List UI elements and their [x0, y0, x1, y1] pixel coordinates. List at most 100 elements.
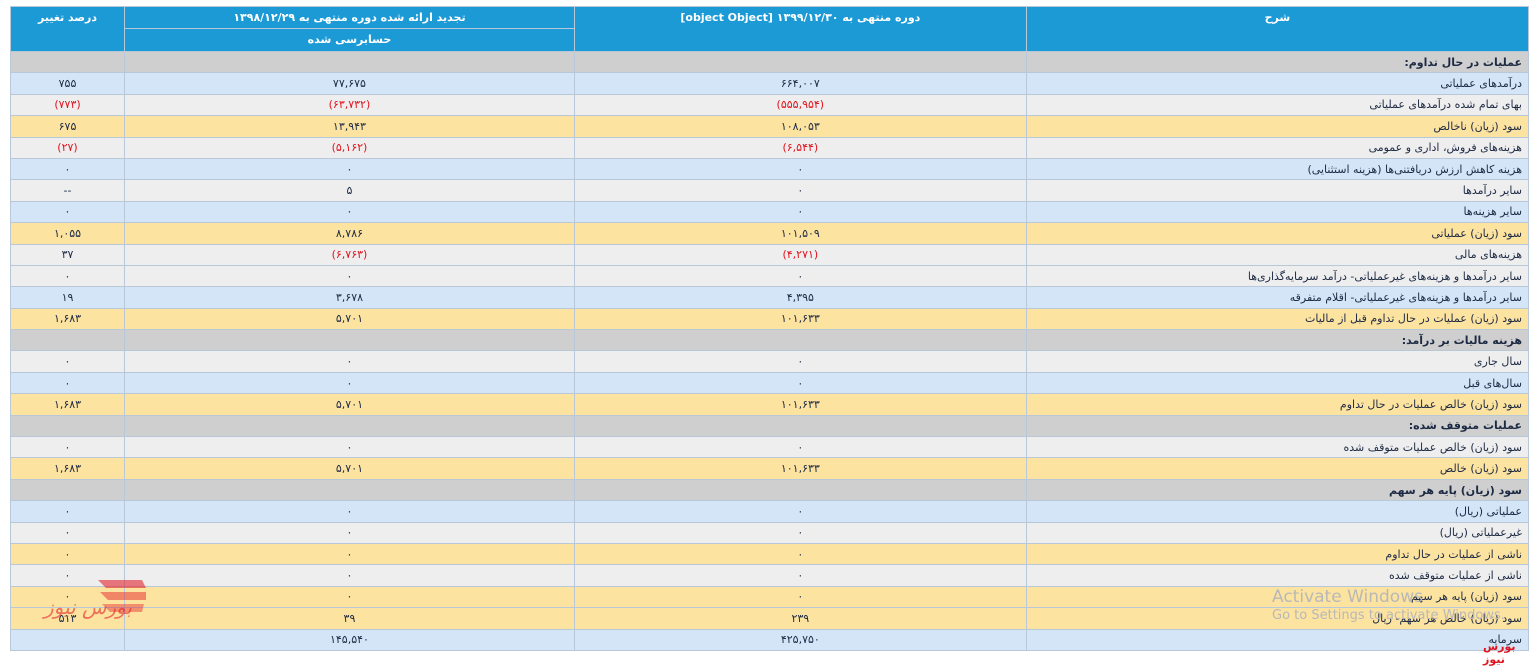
row-label: عملیات متوقف شده:	[1025, 414, 1530, 438]
row-label: سود (زیان) خالص	[1025, 457, 1530, 480]
restated-period-value: ۰	[124, 350, 575, 373]
restated-period-value: ۰	[124, 542, 575, 566]
restated-period-value: ۰	[124, 371, 575, 395]
current-period-value: ۴,۳۹۵	[573, 286, 1027, 309]
pct-change-value: ۱,۶۸۳	[9, 307, 126, 331]
row-label: سال‌های قبل	[1025, 371, 1530, 395]
current-period-value: ۰	[573, 179, 1027, 202]
pct-change-value: --	[9, 179, 126, 202]
pct-change-value: (۲۷)	[9, 136, 126, 159]
table-row: سود (زیان) عملیاتی ۱۰۱,۵۰۹ ۸,۷۸۶ ۱,۰۵۵	[9, 222, 1530, 245]
table-row: سال جاری ۰ ۰ ۰	[9, 350, 1530, 373]
restated-period-value: ۰	[124, 500, 575, 523]
header-restated-period: تجدید ارائه شده دوره منتهی به ۱۳۹۸/۱۲/۲۹	[124, 6, 575, 29]
current-period-value: ۰	[573, 371, 1027, 395]
section-header-row: سود (زیان) پایه هر سهم	[9, 478, 1530, 502]
restated-period-value: ۵,۷۰۱	[124, 457, 575, 480]
table-row: سود (زیان) عملیات در حال تداوم قبل از ما…	[9, 307, 1530, 331]
current-period-value: ۰	[573, 585, 1027, 609]
current-period-value: ۰	[573, 436, 1027, 459]
current-period-value: (۴,۲۷۱)	[573, 243, 1027, 266]
table-row: درآمدهای عملیاتی ۶۶۴,۰۰۷ ۷۷,۶۷۵ ۷۵۵	[9, 72, 1530, 95]
current-period-value: ۰	[573, 264, 1027, 288]
pct-change-value: ۷۵۵	[9, 72, 126, 95]
current-period-value: ۴۲۵,۷۵۰	[573, 628, 1027, 651]
pct-change-value	[9, 329, 126, 352]
table-row: ناشی از عملیات متوقف شده ۰ ۰ ۰	[9, 564, 1530, 587]
pct-change-value	[9, 50, 126, 74]
restated-period-value: ۰	[124, 157, 575, 181]
section-header-row: هزینه مالیات بر درآمد:	[9, 329, 1530, 352]
pct-change-value: ۰	[9, 371, 126, 395]
section-header-row: عملیات متوقف شده:	[9, 414, 1530, 438]
current-period-value: ۲۳۹	[573, 607, 1027, 630]
pct-change-value: ۱,۰۵۵	[9, 222, 126, 245]
row-label: ناشی از عملیات در حال تداوم	[1025, 542, 1530, 566]
row-label: سود (زیان) عملیات در حال تداوم قبل از ما…	[1025, 307, 1530, 331]
table-row: هزینه کاهش ارزش دریافتنی‌ها (هزینه استثن…	[9, 157, 1530, 181]
pct-change-value: ۱,۶۸۳	[9, 457, 126, 480]
header-audit-status: حسابرسی شده	[124, 28, 575, 52]
row-label: هزینه کاهش ارزش دریافتنی‌ها (هزینه استثن…	[1025, 157, 1530, 181]
table-row: سایر درآمدها ۰ ۵ --	[9, 179, 1530, 202]
pct-change-value: ۱,۶۸۳	[9, 393, 126, 416]
current-period-value: ۰	[573, 350, 1027, 373]
row-label: سایر درآمدها و هزینه‌های غیرعملیاتی- درآ…	[1025, 264, 1530, 288]
restated-period-value: ۵,۷۰۱	[124, 393, 575, 416]
restated-period-value: ۰	[124, 585, 575, 609]
restated-period-value: ۳,۶۷۸	[124, 286, 575, 309]
row-label: درآمدهای عملیاتی	[1025, 72, 1530, 95]
table-row: ناشی از عملیات در حال تداوم ۰ ۰ ۰	[9, 542, 1530, 566]
table-row: سود (زیان) خالص عملیات در حال تداوم ۱۰۱,۶…	[9, 393, 1530, 416]
table-row: سود (زیان) خالص ۱۰۱,۶۳۳ ۵,۷۰۱ ۱,۶۸۳	[9, 457, 1530, 480]
table-row: عملیاتی (ریال) ۰ ۰ ۰	[9, 500, 1530, 523]
restated-period-value	[124, 329, 575, 352]
table-row: هزینه‌های فروش، اداری و عمومی (۶,۵۴۴) (۵,۱…	[9, 136, 1530, 159]
restated-period-value	[124, 478, 575, 502]
row-label: سود (زیان) خالص عملیات متوقف شده	[1025, 436, 1530, 459]
restated-period-value	[124, 414, 575, 438]
current-period-value: ۰	[573, 200, 1027, 224]
current-period-value: ۱۰۱,۶۳۳	[573, 393, 1027, 416]
restated-period-value: ۱۴۵,۵۴۰	[124, 628, 575, 651]
income-statement-table: شرح دوره منتهی به ۱۳۹۹/۱۲/۳۰ [object Obj…	[9, 6, 1530, 651]
table-header: شرح دوره منتهی به ۱۳۹۹/۱۲/۳۰ [object Obj…	[9, 6, 1530, 52]
section-header-row: عملیات در حال تداوم:	[9, 50, 1530, 74]
pct-change-value: ۰	[9, 436, 126, 459]
restated-period-value: ۸,۷۸۶	[124, 222, 575, 245]
restated-period-value: (۶۳,۷۳۲)	[124, 93, 575, 117]
table-row: سود (زیان) خالص عملیات متوقف شده ۰ ۰ ۰	[9, 436, 1530, 459]
header-current-period: دوره منتهی به ۱۳۹۹/۱۲/۳۰ [object Object]	[573, 6, 1027, 52]
table-row: سایر درآمدها و هزینه‌های غیرعملیاتی- اقل…	[9, 286, 1530, 309]
table-row: بهای تمام شده درآمدهای عملیاتی (۵۵۵,۹۵۴)(…	[9, 93, 1530, 117]
current-period-value: ۱۰۸,۰۵۳	[573, 115, 1027, 138]
pct-change-value: ۰	[9, 350, 126, 373]
current-period-value: ۶۶۴,۰۰۷	[573, 72, 1027, 95]
pct-change-value: ۰	[9, 564, 126, 587]
restated-period-value: ۰	[124, 564, 575, 587]
row-label: سود (زیان) خالص عملیات در حال تداوم	[1025, 393, 1530, 416]
current-period-value: ۰	[573, 500, 1027, 523]
header-pct-change: درصد تغییر	[9, 6, 126, 52]
row-label: هزینه‌های مالی	[1025, 243, 1530, 266]
table-row: سال‌های قبل ۰ ۰ ۰	[9, 371, 1530, 395]
restated-period-value: ۰	[124, 521, 575, 544]
row-label: سود (زیان) پایه هر سهم	[1025, 478, 1530, 502]
pct-change-value: ۱۹	[9, 286, 126, 309]
row-label: سایر هزینه‌ها	[1025, 200, 1530, 224]
pct-change-value: ۰	[9, 200, 126, 224]
row-label: عملیاتی (ریال)	[1025, 500, 1530, 523]
row-label: سایر درآمدها	[1025, 179, 1530, 202]
row-label: غیرعملیاتی (ریال)	[1025, 521, 1530, 544]
current-period-value: ۱۰۱,۶۳۳	[573, 307, 1027, 331]
table-row: سایر درآمدها و هزینه‌های غیرعملیاتی- درآ…	[9, 264, 1530, 288]
pct-change-value: ۰	[9, 542, 126, 566]
current-period-value	[573, 414, 1027, 438]
restated-period-value: ۷۷,۶۷۵	[124, 72, 575, 95]
restated-period-value: ۵,۷۰۱	[124, 307, 575, 331]
row-label: سال جاری	[1025, 350, 1530, 373]
row-label: بهای تمام شده درآمدهای عملیاتی	[1025, 93, 1530, 117]
current-period-value: (۶,۵۴۴)	[573, 136, 1027, 159]
restated-period-value: (۶,۷۶۳)	[124, 243, 575, 266]
restated-period-value: ۱۳,۹۴۳	[124, 115, 575, 138]
